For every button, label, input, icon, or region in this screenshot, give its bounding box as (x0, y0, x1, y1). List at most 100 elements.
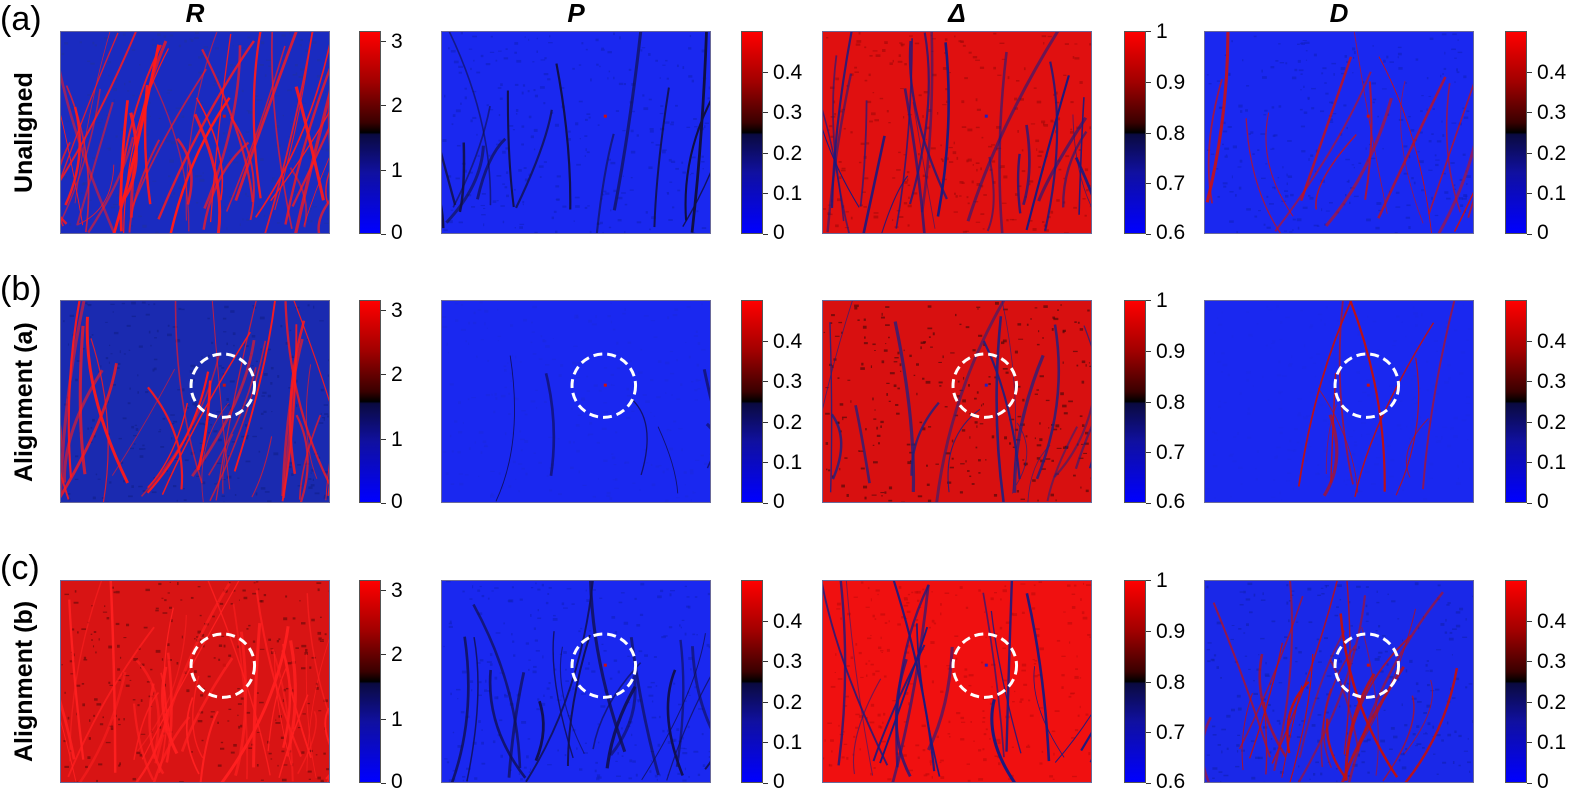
speckle (1435, 392, 1439, 395)
speckle (248, 624, 251, 627)
speckle (829, 125, 833, 128)
speckle (139, 455, 144, 458)
speckle (1353, 430, 1356, 432)
speckle (464, 87, 467, 90)
speckle (245, 345, 249, 347)
speckle (636, 221, 642, 224)
speckle (85, 765, 88, 769)
speckle (649, 130, 654, 133)
speckle (985, 728, 988, 731)
speckle (876, 426, 878, 430)
speckle (1034, 437, 1036, 440)
speckle (1408, 226, 1411, 230)
fiber-streak (690, 646, 710, 730)
speckle (1264, 673, 1270, 677)
speckle (325, 91, 327, 93)
speckle (534, 94, 538, 98)
speckle (69, 108, 74, 111)
speckle (557, 749, 559, 752)
speckle (855, 726, 859, 729)
fiber-streak (288, 320, 306, 475)
speckle (457, 431, 463, 434)
speckle (263, 410, 267, 413)
speckle (178, 44, 182, 48)
speckle (461, 670, 467, 674)
speckle (313, 142, 318, 145)
speckle (1306, 445, 1312, 448)
speckle (1241, 749, 1246, 752)
speckle (467, 398, 470, 401)
speckle (1413, 181, 1416, 185)
speckle (984, 611, 986, 613)
speckle (894, 357, 899, 359)
center-marker (603, 383, 607, 387)
speckle (1452, 628, 1457, 630)
colorbar-tick-label: 0.4 (773, 60, 803, 84)
speckle (1064, 43, 1069, 45)
fiber-streak (196, 380, 212, 471)
speckle (1061, 655, 1066, 657)
speckle (1386, 55, 1389, 59)
speckle (576, 449, 580, 453)
fiber-streak (1016, 153, 1022, 214)
speckle (922, 588, 925, 591)
speckle (201, 739, 204, 742)
fiber-streak (284, 67, 329, 225)
speckle (1037, 154, 1042, 157)
speckle (1250, 131, 1254, 134)
speckle (477, 612, 483, 616)
speckle (1322, 419, 1327, 422)
speckle (897, 387, 900, 390)
map-image (442, 581, 710, 782)
speckle (1372, 101, 1375, 104)
speckle (504, 694, 509, 698)
colorbar-tick-label: 3 (391, 298, 403, 322)
fiber-streak (1005, 581, 1014, 752)
speckle (161, 597, 164, 599)
speckle (104, 605, 106, 608)
fiber-streak (325, 171, 329, 204)
speckle (118, 764, 121, 767)
speckle (874, 119, 879, 122)
speckle (186, 180, 189, 183)
fiber-streak (234, 32, 298, 201)
speckle (1371, 82, 1377, 85)
speckle (276, 222, 280, 224)
speckle (1442, 73, 1444, 75)
speckle (108, 725, 114, 727)
speckle (681, 619, 685, 622)
speckle (1315, 472, 1320, 476)
speckle (1419, 416, 1422, 419)
speckle (994, 755, 998, 758)
speckle (256, 763, 259, 767)
speckle (855, 713, 860, 716)
speckle (1436, 773, 1439, 775)
speckle (103, 37, 109, 40)
speckle (1229, 220, 1234, 223)
speckle (1405, 216, 1411, 219)
speckle (1353, 441, 1358, 443)
speckle (1216, 317, 1219, 320)
speckle (305, 49, 309, 52)
speckle (653, 656, 657, 658)
speckle (1218, 400, 1221, 402)
speckle (873, 215, 879, 219)
speckle (886, 393, 889, 396)
speckle (443, 94, 446, 98)
speckle (127, 402, 131, 405)
speckle (1425, 360, 1429, 363)
fiber-streak (109, 581, 117, 773)
speckle (1236, 694, 1241, 698)
speckle (1025, 745, 1031, 748)
speckle (137, 391, 140, 394)
speckle (889, 62, 893, 65)
speckle (489, 663, 493, 666)
speckle (1028, 180, 1034, 183)
speckle (597, 124, 600, 126)
speckle (1466, 175, 1471, 178)
speckle (1361, 761, 1365, 764)
speckle (92, 41, 95, 45)
speckle (708, 86, 710, 90)
speckle (1328, 380, 1332, 384)
speckle (1278, 391, 1283, 394)
